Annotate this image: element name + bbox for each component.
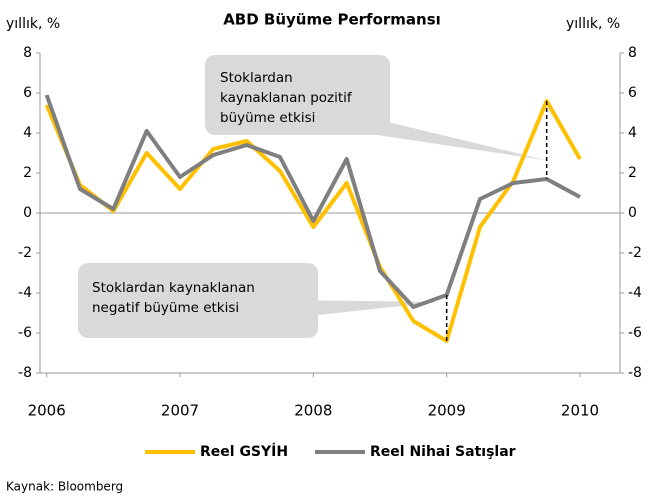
y-tick-label: 2: [23, 165, 32, 181]
x-tick-label: 2010: [561, 402, 599, 420]
y2-tick-label: 8: [628, 45, 637, 61]
x-tick-label: 2006: [28, 402, 66, 420]
x-tick-label: 2007: [161, 402, 199, 420]
annotation: kaynaklanan pozitif: [220, 90, 353, 106]
y2-axis-label: yıllık, %: [566, 16, 620, 32]
annotation: negatif büyüme etkisi: [92, 300, 239, 316]
callout-positive: [205, 55, 545, 160]
x-tick-label: 2009: [428, 402, 466, 420]
annotation: Stoklardan kaynaklanan: [92, 280, 255, 296]
y2-tick-label: -4: [628, 285, 642, 301]
y2-tick-label: -2: [628, 245, 642, 261]
legend-label: Reel Nihai Satışlar: [370, 444, 516, 460]
y2-tick-label: 2: [628, 165, 637, 181]
series-line: [44, 99, 582, 343]
y-axis-label: yıllık, %: [6, 16, 60, 32]
y-tick-label: 6: [23, 85, 32, 101]
series-line: [44, 94, 581, 309]
y-tick-label: 0: [23, 205, 32, 221]
x-tick-label: 2008: [294, 402, 332, 420]
y-tick-label: -4: [18, 285, 32, 301]
y2-tick-label: 0: [628, 205, 637, 221]
source: Kaynak: Bloomberg: [6, 480, 123, 494]
y-tick-label: 4: [23, 125, 32, 141]
legend-label: Reel GSYİH: [200, 443, 288, 460]
y2-tick-label: 4: [628, 125, 637, 141]
y2-tick-label: 6: [628, 85, 637, 101]
y-tick-label: -6: [18, 325, 32, 341]
chart-title: ABD Büyüme Performansı: [223, 11, 441, 29]
y-tick-label: -2: [18, 245, 32, 261]
y2-tick-label: -8: [628, 365, 642, 381]
y-tick-label: 8: [23, 45, 32, 61]
y-tick-label: -8: [18, 365, 32, 381]
annotation: Stoklardan: [220, 70, 293, 86]
annotation: büyüme etkisi: [220, 110, 315, 126]
y2-tick-label: -6: [628, 325, 642, 341]
